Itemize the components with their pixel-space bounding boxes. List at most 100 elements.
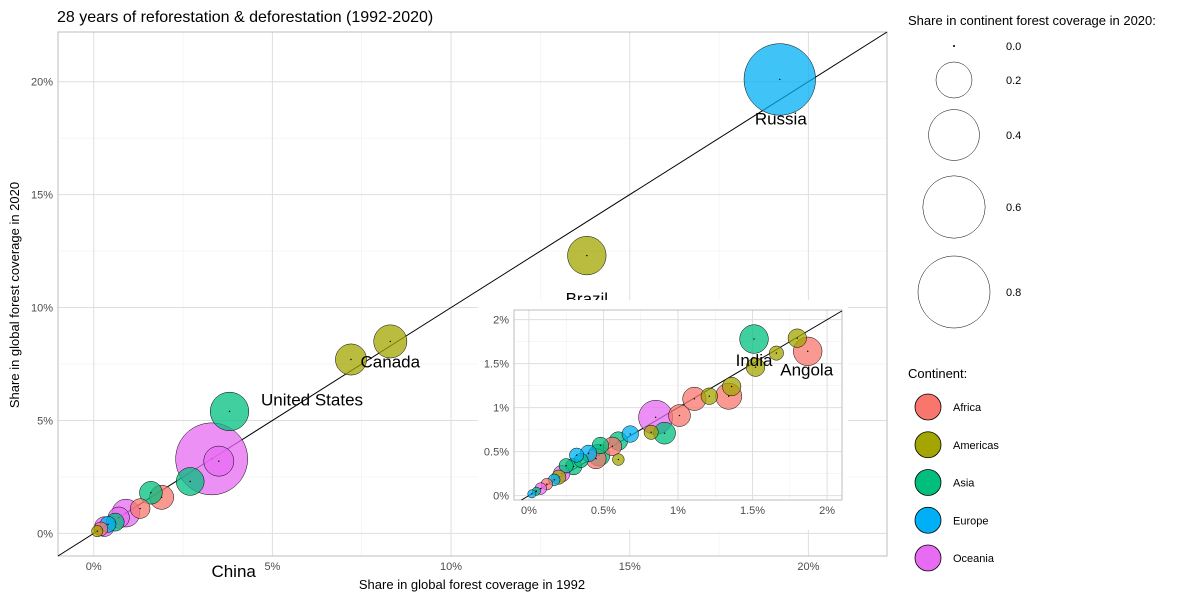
- x-tick-label: 1.5%: [740, 505, 765, 517]
- point-center: [107, 523, 109, 526]
- y-tick-label: 0%: [37, 528, 53, 540]
- y-tick-label: 15%: [31, 190, 53, 202]
- point-center: [663, 432, 666, 434]
- point-center: [693, 398, 696, 400]
- x-tick-label: 0%: [86, 561, 102, 573]
- x-tick-label: 15%: [619, 561, 641, 573]
- point-center: [389, 340, 392, 343]
- x-tick-label: 0%: [521, 505, 537, 517]
- point-center: [540, 487, 542, 490]
- point-center: [139, 507, 141, 510]
- point-center: [754, 366, 757, 368]
- label-china: China: [211, 562, 256, 581]
- label-united-states: United States: [261, 391, 363, 410]
- legend-swatch-asia: [914, 469, 942, 496]
- main-points: [91, 43, 816, 538]
- point-center: [629, 433, 631, 435]
- point-center: [779, 78, 781, 81]
- size-legend-circle: [922, 175, 986, 239]
- x-axis-title: Share in global forest coverage in 1992: [359, 577, 585, 592]
- main-x-tick-labels: 0% 5% 10% 15% 20%: [86, 561, 820, 573]
- inset-panel: Angola India 0% 0.5% 1% 1.5% 2% 0% 0.5% 1% 1.5% 2…: [478, 300, 848, 530]
- point-center: [553, 479, 555, 481]
- inset-y-tick-labels: 0% 0.5% 1% 1.5% 2%: [484, 315, 509, 503]
- panel-border: [513, 309, 843, 501]
- continent-legend: Continent: Africa Americas Asia Europe Ocean…: [908, 366, 999, 572]
- legend-swatch-americas: [914, 431, 942, 459]
- inset-point-labels: Angola India: [736, 351, 834, 379]
- size-legend-label: 0.6: [1006, 202, 1021, 214]
- point-center: [586, 254, 588, 257]
- point-center: [595, 457, 597, 460]
- label-russia: Russia: [755, 109, 808, 128]
- legend-label-oceania: Oceania: [953, 553, 995, 565]
- x-tick-label: 20%: [797, 561, 819, 573]
- point-center: [531, 493, 533, 495]
- point-center: [775, 352, 778, 354]
- point-center: [575, 454, 578, 456]
- inset-points: [527, 324, 823, 499]
- point-center: [587, 452, 590, 455]
- legend-label-africa: Africa: [953, 402, 982, 414]
- size-legend-title: Share in continent forest coverage in 20…: [908, 13, 1156, 28]
- point-center: [611, 445, 614, 448]
- size-legend: Share in continent forest coverage in 20…: [908, 13, 1156, 329]
- continent-legend-title: Continent:: [908, 366, 967, 381]
- legend-swatch-africa: [914, 393, 942, 421]
- size-legend-label: 0.4: [1006, 130, 1021, 142]
- x-tick-label: 1%: [670, 505, 686, 517]
- point-center: [228, 410, 231, 413]
- point-center: [150, 492, 152, 494]
- size-legend-label: 0.0: [1006, 41, 1021, 53]
- size-legend-circle: [952, 44, 956, 48]
- point-center: [565, 464, 567, 467]
- label-angola: Angola: [780, 360, 833, 379]
- point-center: [650, 431, 652, 433]
- legend-swatch-europe: [914, 506, 942, 534]
- legend-label-asia: Asia: [953, 478, 975, 490]
- point-center: [599, 444, 602, 447]
- panel-border: [57, 31, 888, 557]
- y-tick-label: 10%: [31, 303, 53, 315]
- y-axis-title: Share in global forest coverage in 2020: [7, 182, 22, 408]
- label-india: India: [736, 351, 773, 370]
- point-center: [617, 458, 620, 461]
- point-center: [350, 358, 352, 361]
- point-center: [654, 416, 657, 419]
- x-tick-label: 5%: [264, 561, 280, 573]
- size-legend-label: 0.2: [1006, 75, 1021, 87]
- y-tick-label: 5%: [37, 415, 53, 427]
- y-tick-label: 20%: [31, 77, 53, 89]
- size-legend-circle: [917, 255, 991, 329]
- point-center: [730, 385, 733, 388]
- x-tick-label: 2%: [819, 505, 835, 517]
- x-tick-label: 0.5%: [591, 505, 616, 517]
- point-center: [546, 483, 548, 485]
- legend-swatch-oceania: [914, 544, 942, 572]
- y-tick-label: 2%: [493, 315, 509, 327]
- point-center: [807, 350, 809, 353]
- chart-title: 28 years of reforestation & deforestatio…: [57, 9, 433, 26]
- inset-x-tick-labels: 0% 0.5% 1% 1.5% 2%: [521, 505, 835, 517]
- legend-label-americas: Americas: [953, 440, 999, 452]
- size-legend-circle: [935, 61, 973, 99]
- point-center: [727, 395, 730, 397]
- point-center: [753, 338, 755, 340]
- y-tick-label: 0%: [493, 491, 509, 503]
- size-legend-label: 0.8: [1006, 287, 1021, 299]
- y-tick-label: 1%: [493, 403, 509, 415]
- x-tick-label: 10%: [440, 561, 462, 573]
- main-y-tick-labels: 0% 5% 10% 15% 20%: [31, 77, 53, 541]
- point-center: [796, 337, 798, 339]
- point-center: [678, 414, 681, 417]
- point-center: [535, 490, 538, 492]
- size-legend-circle: [928, 109, 980, 161]
- label-canada: Canada: [361, 352, 421, 371]
- y-tick-label: 0.5%: [484, 447, 509, 459]
- point-center: [96, 530, 99, 532]
- point-center: [189, 480, 191, 483]
- point-center: [218, 460, 220, 462]
- legend-label-europe: Europe: [953, 515, 988, 527]
